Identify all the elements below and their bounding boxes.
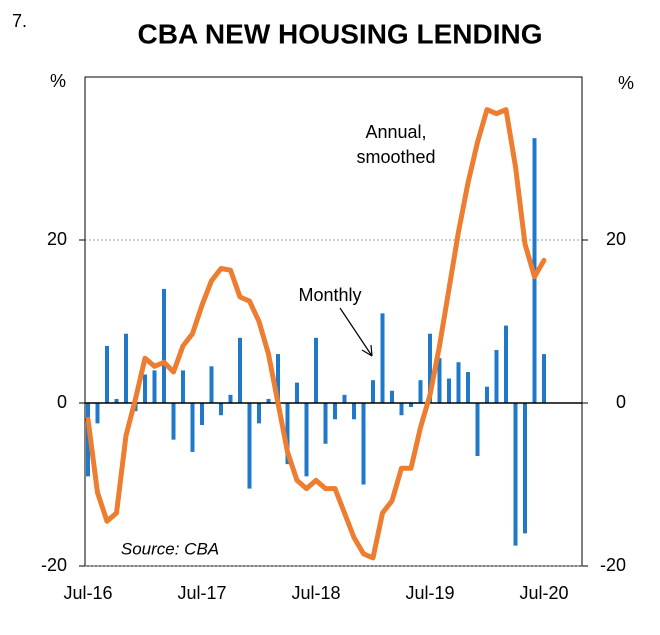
bar [342,394,347,403]
bar [390,390,394,403]
x-tick-label: Jul-20 [519,583,568,603]
bar [399,403,404,416]
bar [276,354,280,403]
bar [456,362,461,403]
bar [352,403,356,420]
bar [447,378,451,403]
bar [304,403,309,477]
bar [266,398,271,403]
bar [190,403,195,452]
bar [466,372,470,403]
bar [247,403,252,489]
x-tick-label: Jul-16 [63,583,112,603]
bar [95,403,100,424]
figure-number: 7. [12,11,27,31]
y2-tick-label: 20 [606,229,626,249]
bar [238,337,242,403]
y-tick-label: 0 [57,392,67,412]
bar [181,370,185,403]
annotation-arrow [339,307,373,357]
bar [504,325,508,403]
bar [437,358,442,403]
chart-title: CBA NEW HOUSING LENDING [138,18,543,49]
bar [152,370,157,403]
bar [114,398,119,403]
bar [323,403,328,444]
bar [124,333,128,403]
bar [86,403,90,477]
bar [162,288,166,403]
bar [285,403,290,465]
y-tick-label: 20 [47,229,67,249]
bar [105,345,109,403]
bar [361,403,366,485]
bar [171,403,176,440]
y2-tick-label: 0 [616,392,626,412]
bar [485,386,489,403]
x-tick-label: Jul-18 [291,583,340,603]
bar-annotation: Monthly [298,285,361,305]
bar [475,403,480,456]
bar [257,403,261,424]
bar [371,380,375,403]
bar [494,350,499,403]
bar [380,313,385,403]
bar [409,403,413,408]
y-tick-label: -20 [41,555,67,575]
bar [200,403,204,426]
line-annotation: smoothed [356,147,435,167]
line-annotation: Annual, [365,122,426,142]
bar [333,403,337,420]
bar [542,354,546,403]
x-tick-label: Jul-19 [405,583,454,603]
bar [418,380,423,403]
bar [295,382,299,403]
plot-frame [84,76,583,567]
bar [428,333,432,403]
bar [314,337,318,403]
bar [143,374,147,403]
source-note: Source: CBA [121,539,219,558]
y2-tick-label: -20 [600,555,626,575]
y-axis-label: % [50,71,66,91]
bar [523,403,527,534]
bar [513,403,518,546]
bar [209,366,214,403]
y2-axis-label: % [618,73,634,93]
bar [228,394,233,403]
x-tick-label: Jul-17 [177,583,226,603]
line [85,107,547,561]
bar [219,403,223,416]
